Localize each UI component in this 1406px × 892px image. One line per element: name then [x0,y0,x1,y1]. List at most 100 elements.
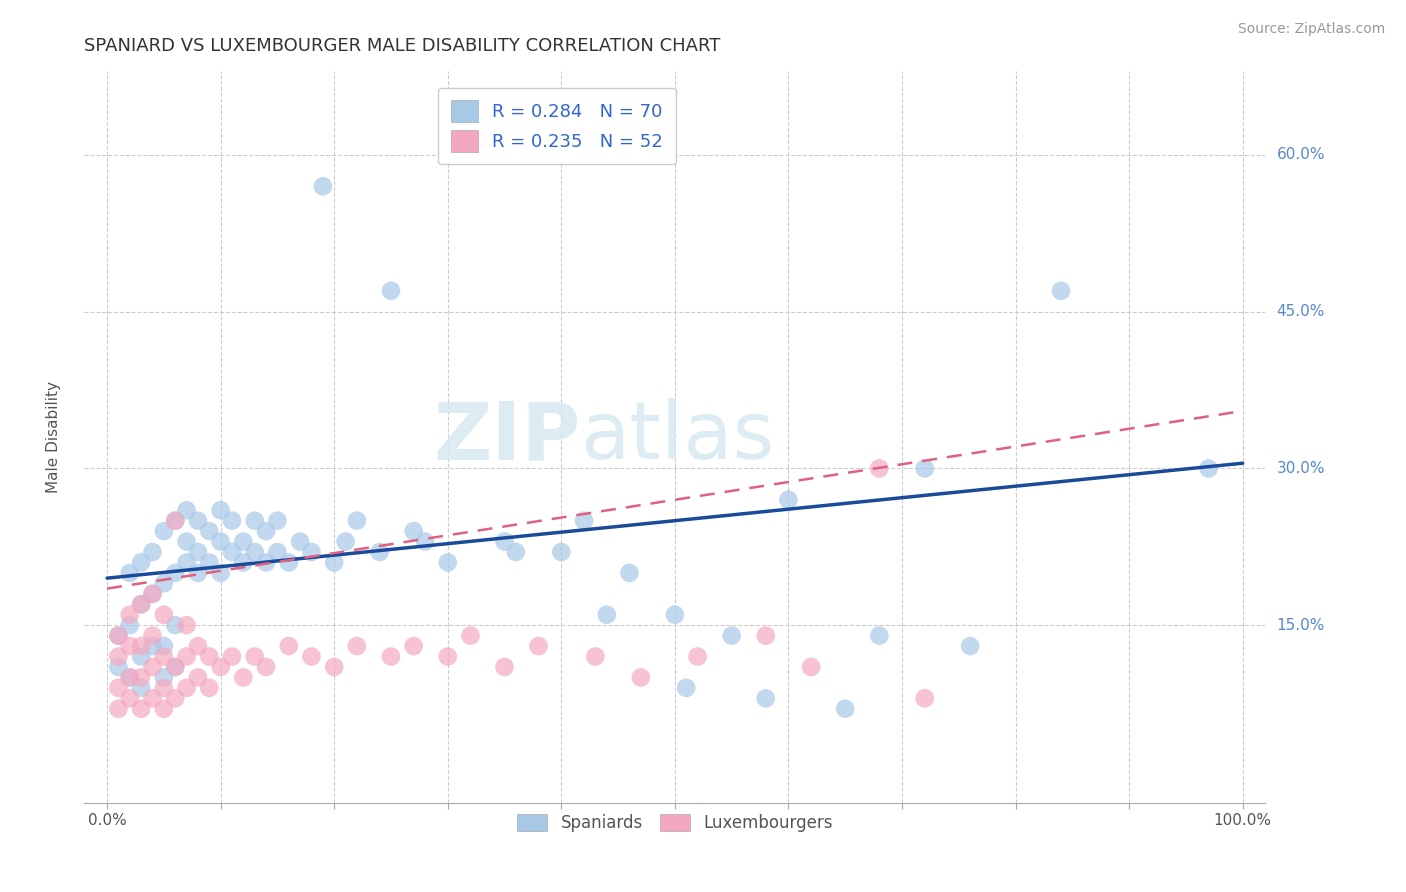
Point [232,670,254,684]
Point [243,514,266,528]
Point [187,514,209,528]
Point [176,503,198,517]
Point [686,649,709,664]
Point [118,639,141,653]
Point [232,534,254,549]
Point [572,514,595,528]
Point [141,587,163,601]
Point [243,649,266,664]
Point [527,639,550,653]
Point [914,461,936,475]
Text: ZIP: ZIP [433,398,581,476]
Point [402,524,425,538]
Point [254,556,277,570]
Point [209,534,232,549]
Point [129,597,152,611]
Point [266,545,288,559]
Point [118,618,141,632]
Point [129,681,152,695]
Point [118,566,141,580]
Point [583,649,606,664]
Point [323,556,346,570]
Point [221,545,243,559]
Point [176,556,198,570]
Point [187,639,209,653]
Text: 45.0%: 45.0% [1277,304,1324,319]
Point [209,660,232,674]
Point [141,629,163,643]
Point [209,566,232,580]
Point [165,514,187,528]
Point [254,524,277,538]
Point [301,545,323,559]
Point [755,629,778,643]
Point [778,492,800,507]
Point [494,534,516,549]
Point [550,545,572,559]
Point [209,503,232,517]
Text: 60.0%: 60.0% [1277,147,1324,162]
Point [153,576,176,591]
Point [107,681,129,695]
Point [187,566,209,580]
Point [1050,284,1073,298]
Point [460,629,482,643]
Point [221,649,243,664]
Point [153,607,176,622]
Point [277,556,299,570]
Point [141,545,163,559]
Point [720,629,742,643]
Point [129,649,152,664]
Point [664,607,686,622]
Point [505,545,527,559]
Point [198,524,221,538]
Point [153,702,176,716]
Point [335,534,357,549]
Point [232,556,254,570]
Point [165,660,187,674]
Point [141,691,163,706]
Point [380,649,402,664]
Point [118,670,141,684]
Point [107,660,129,674]
Point [243,545,266,559]
Point [176,681,198,695]
Point [153,649,176,664]
Point [254,660,277,674]
Text: 15.0%: 15.0% [1277,617,1324,632]
Point [176,534,198,549]
Point [129,597,152,611]
Point [914,691,936,706]
Point [834,702,856,716]
Point [107,629,129,643]
Point [675,681,697,695]
Point [118,691,141,706]
Point [413,534,436,549]
Point [959,639,981,653]
Point [165,691,187,706]
Point [346,639,368,653]
Point [380,284,402,298]
Point [619,566,641,580]
Legend: Spaniards, Luxembourgers: Spaniards, Luxembourgers [503,801,846,846]
Point [153,670,176,684]
Point [755,691,778,706]
Point [107,629,129,643]
Point [368,545,391,559]
Point [165,618,187,632]
Point [198,681,221,695]
Point [436,556,458,570]
Point [118,607,141,622]
Text: SPANIARD VS LUXEMBOURGER MALE DISABILITY CORRELATION CHART: SPANIARD VS LUXEMBOURGER MALE DISABILITY… [84,37,721,54]
Point [153,639,176,653]
Point [301,649,323,664]
Point [323,660,346,674]
Point [868,461,890,475]
Point [402,639,425,653]
Text: 30.0%: 30.0% [1277,461,1324,476]
Text: Source: ZipAtlas.com: Source: ZipAtlas.com [1237,22,1385,37]
Point [141,639,163,653]
Point [176,649,198,664]
Point [596,607,619,622]
Point [198,556,221,570]
